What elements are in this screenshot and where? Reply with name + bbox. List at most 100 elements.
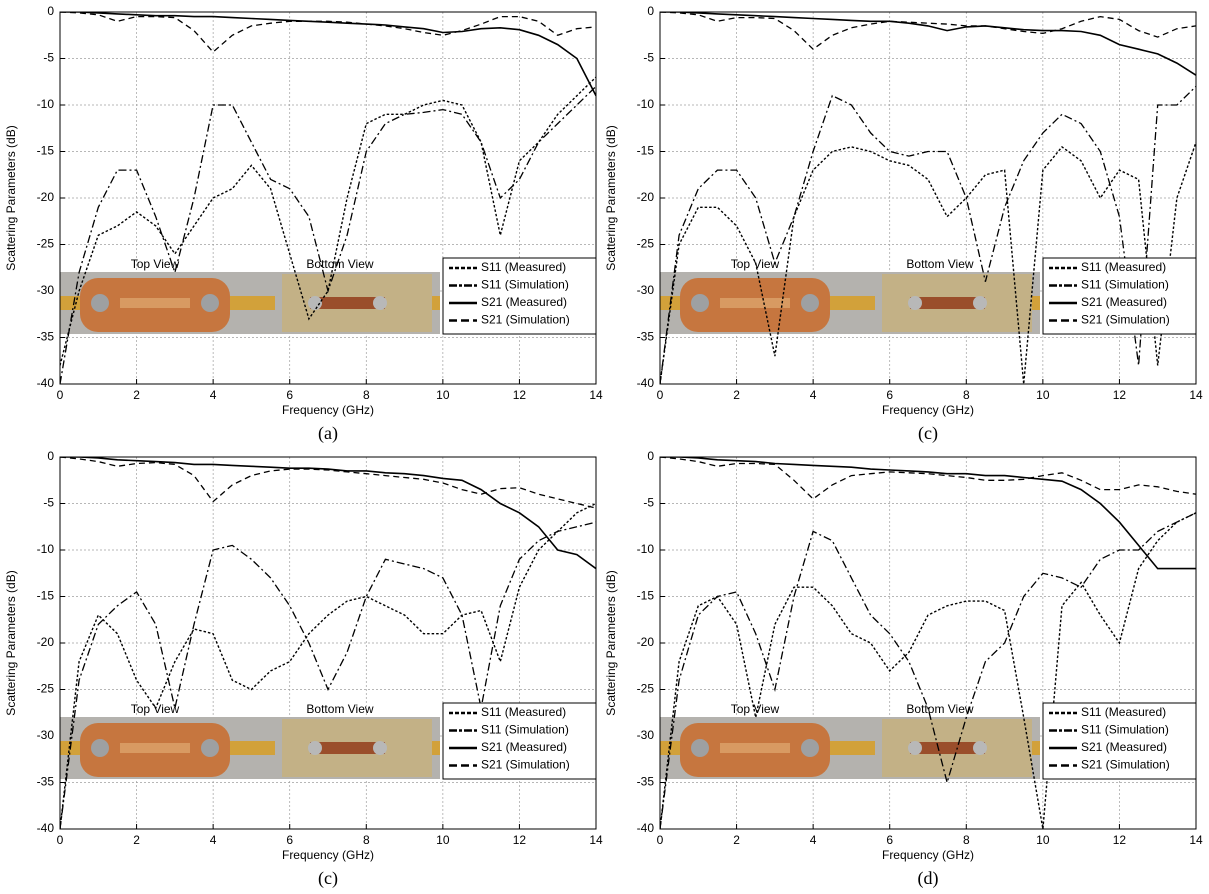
y-tick-label: -30: [37, 283, 55, 297]
x-tick-label: 2: [733, 833, 740, 847]
plot-frame: [659, 456, 1197, 830]
x-tick-label: 4: [210, 833, 217, 847]
connector: [1032, 741, 1040, 755]
x-tick-label: 4: [810, 833, 817, 847]
bottom-strip: [310, 297, 385, 309]
plot-frame: [59, 456, 597, 830]
legend-label: S21 (Measured): [481, 295, 567, 309]
solder: [373, 741, 387, 755]
top-trace: [720, 298, 790, 308]
x-axis-label: Frequency (GHz): [882, 848, 974, 862]
y-tick-label: -5: [43, 51, 54, 65]
caption: (c): [918, 423, 938, 444]
series-line: [660, 12, 1196, 76]
solder: [973, 296, 987, 310]
solder: [908, 296, 922, 310]
x-tick-label: 0: [657, 833, 664, 847]
x-tick-label: 14: [589, 388, 603, 402]
y-tick-label: 0: [47, 4, 54, 18]
x-axis-label: Frequency (GHz): [282, 848, 374, 862]
inset-photo: [60, 717, 440, 779]
y-tick-label: -35: [637, 330, 655, 344]
x-tick-label: 14: [1189, 388, 1203, 402]
solder: [308, 741, 322, 755]
x-tick-label: 6: [286, 388, 293, 402]
x-tick-label: 12: [513, 833, 527, 847]
y-tick-label: -15: [37, 589, 55, 603]
legend-label: S21 (Measured): [481, 740, 567, 754]
plot-frame: [59, 11, 597, 385]
x-tick-label: 10: [1036, 833, 1050, 847]
connector: [432, 741, 440, 755]
y-axis-label: Scattering Parameters (dB): [604, 570, 618, 715]
connector: [60, 296, 86, 310]
legend-label: S21 (Simulation): [1081, 758, 1170, 772]
inset-label: Top View: [131, 702, 180, 716]
inset-label: Top View: [731, 257, 780, 271]
solder: [201, 294, 219, 312]
series-line: [60, 12, 596, 53]
connector: [230, 296, 275, 310]
series-line: [660, 512, 1196, 829]
series-line: [660, 12, 1196, 51]
series-line: [60, 76, 596, 366]
inset-label: Top View: [131, 257, 180, 271]
solder: [801, 294, 819, 312]
series-line: [60, 457, 596, 509]
y-tick-label: -5: [43, 496, 54, 510]
y-tick-label: -5: [643, 51, 654, 65]
y-tick-label: -25: [637, 237, 655, 251]
y-tick-label: -25: [637, 682, 655, 696]
legend-label: S21 (Simulation): [481, 758, 570, 772]
inset-label: Bottom View: [906, 257, 973, 271]
inset-photo: [660, 272, 1040, 334]
series-line: [60, 521, 596, 829]
y-tick-label: -10: [637, 542, 655, 556]
connector: [432, 296, 440, 310]
x-tick-label: 2: [133, 388, 140, 402]
y-tick-label: -5: [643, 496, 654, 510]
solder: [308, 296, 322, 310]
x-tick-label: 6: [286, 833, 293, 847]
solder: [91, 294, 109, 312]
top-trace: [720, 743, 790, 753]
solder: [691, 294, 709, 312]
inset-label: Bottom View: [306, 257, 373, 271]
series-line: [660, 457, 1196, 500]
legend-label: S11 (Measured): [481, 260, 566, 274]
caption: (c): [318, 868, 338, 889]
inset-label: Bottom View: [906, 702, 973, 716]
solder: [973, 741, 987, 755]
connector: [60, 741, 86, 755]
connector: [230, 741, 275, 755]
x-tick-label: 0: [657, 388, 664, 402]
solder: [801, 739, 819, 757]
y-axis-label: Scattering Parameters (dB): [604, 125, 618, 270]
x-tick-label: 14: [1189, 833, 1203, 847]
y-tick-label: -35: [37, 330, 55, 344]
bottom-strip: [910, 297, 985, 309]
x-tick-label: 6: [886, 388, 893, 402]
y-tick-label: -15: [37, 144, 55, 158]
y-tick-label: -10: [637, 97, 655, 111]
connector: [660, 741, 686, 755]
y-tick-label: -25: [37, 237, 55, 251]
series-line: [660, 512, 1196, 829]
legend-label: S11 (Simulation): [481, 723, 569, 737]
y-axis-label: Scattering Parameters (dB): [4, 570, 18, 715]
series-line: [660, 141, 1196, 384]
bottom-strip: [910, 742, 985, 754]
legend-label: S21 (Measured): [1081, 740, 1167, 754]
series-line: [660, 85, 1196, 384]
y-tick-label: 0: [647, 449, 654, 463]
series-line: [660, 457, 1196, 570]
series-line: [60, 12, 596, 97]
y-tick-label: -30: [637, 728, 655, 742]
legend-label: S11 (Measured): [1081, 705, 1166, 719]
y-tick-label: -40: [637, 821, 655, 835]
y-tick-label: -40: [637, 376, 655, 390]
y-tick-label: -20: [37, 190, 55, 204]
y-tick-label: -35: [37, 775, 55, 789]
